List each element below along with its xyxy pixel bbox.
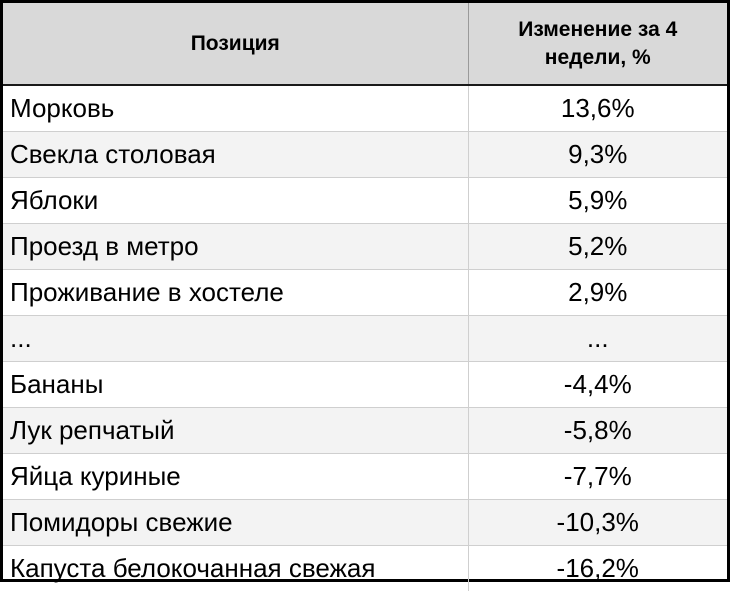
row-name-cell: Проживание в хостеле [3,270,468,316]
column-header-position: Позиция [3,3,468,85]
row-name-cell: Морковь [3,85,468,132]
header-row: Позиция Изменение за 4 недели, % [3,3,727,85]
table-row: Помидоры свежие -10,3% [3,500,727,546]
row-value-cell: ... [468,316,727,362]
table-row-ellipsis: ... ... [3,316,727,362]
row-value-cell: 2,9% [468,270,727,316]
row-value-cell: 9,3% [468,132,727,178]
row-value-cell: -16,2% [468,546,727,591]
table-body: Морковь 13,6% Свекла столовая 9,3% Яблок… [3,85,727,591]
row-name-cell: Бананы [3,362,468,408]
table-row: Свекла столовая 9,3% [3,132,727,178]
row-value-cell: -4,4% [468,362,727,408]
row-value-cell: -10,3% [468,500,727,546]
table-row: Проживание в хостеле 2,9% [3,270,727,316]
table-row: Проезд в метро 5,2% [3,224,727,270]
row-value-cell: 5,2% [468,224,727,270]
row-name-cell: ... [3,316,468,362]
row-name-cell: Капуста белокочанная свежая [3,546,468,591]
row-name-cell: Помидоры свежие [3,500,468,546]
table-row: Капуста белокочанная свежая -16,2% [3,546,727,591]
row-name-cell: Свекла столовая [3,132,468,178]
row-value-cell: 13,6% [468,85,727,132]
price-change-table: Позиция Изменение за 4 недели, % Морковь… [3,3,727,591]
table-row: Морковь 13,6% [3,85,727,132]
row-value-cell: -5,8% [468,408,727,454]
table-row: Лук репчатый -5,8% [3,408,727,454]
row-value-cell: -7,7% [468,454,727,500]
table-row: Яблоки 5,9% [3,178,727,224]
table-row: Яйца куриные -7,7% [3,454,727,500]
row-name-cell: Яблоки [3,178,468,224]
column-header-change: Изменение за 4 недели, % [468,3,727,85]
row-value-cell: 5,9% [468,178,727,224]
row-name-cell: Проезд в метро [3,224,468,270]
table-row: Бананы -4,4% [3,362,727,408]
row-name-cell: Лук репчатый [3,408,468,454]
row-name-cell: Яйца куриные [3,454,468,500]
